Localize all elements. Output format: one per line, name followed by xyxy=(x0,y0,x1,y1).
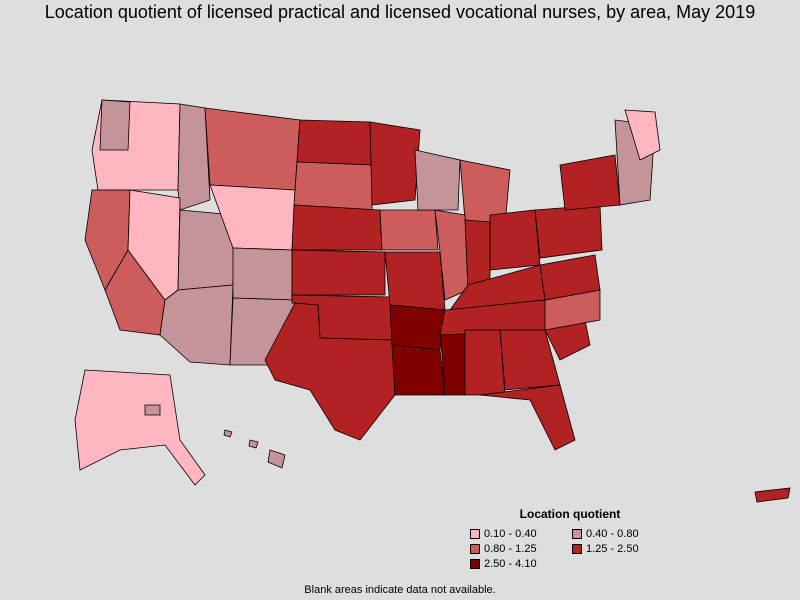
legend-item: 2.50 - 4.10 xyxy=(470,557,572,571)
region-ohio xyxy=(489,209,541,271)
region-alaska-southcentral xyxy=(144,404,161,416)
legend-item: 0.10 - 0.40 xyxy=(470,527,572,541)
region-colorado xyxy=(232,247,293,301)
region-missouri xyxy=(384,251,446,311)
region-arizona xyxy=(159,284,234,366)
region-alaska xyxy=(74,369,206,486)
legend-label: 2.50 - 4.10 xyxy=(484,558,537,570)
legend-item: 0.80 - 1.25 xyxy=(470,542,572,556)
region-kansas xyxy=(291,249,386,296)
legend-item: 1.25 - 2.50 xyxy=(572,542,672,556)
region-western-washington xyxy=(99,99,131,151)
legend-label: 0.10 - 0.40 xyxy=(484,528,537,540)
legend-title: Location quotient xyxy=(519,507,621,521)
legend-swatch xyxy=(572,529,582,539)
region-illinois xyxy=(434,209,469,301)
region-south-dakota xyxy=(293,161,373,211)
region-hawaii-oahu xyxy=(223,429,233,438)
legend-label: 0.80 - 1.25 xyxy=(484,543,537,555)
legend-swatch xyxy=(470,529,480,539)
region-louisiana xyxy=(391,344,446,396)
region-idaho xyxy=(177,103,211,211)
region-minnesota xyxy=(369,121,421,206)
region-wisconsin xyxy=(414,149,461,211)
region-arkansas xyxy=(389,304,446,351)
region-nebraska xyxy=(291,204,383,251)
region-iowa xyxy=(379,209,439,251)
region-new-york xyxy=(559,154,621,211)
legend-swatch xyxy=(572,544,582,554)
region-virginia xyxy=(539,254,601,301)
region-montana xyxy=(204,107,301,191)
legend-item: 0.40 - 0.80 xyxy=(572,527,672,541)
region-hawaii-maui xyxy=(248,439,259,449)
legend-label: 1.25 - 2.50 xyxy=(586,543,639,555)
region-hawaii-big-island xyxy=(267,449,286,469)
region-pennsylvania xyxy=(534,204,603,259)
legend: Location quotient 0.10 - 0.40 0.40 - 0.8… xyxy=(470,507,690,571)
region-texas xyxy=(264,302,396,441)
map-title: Location quotient of licensed practical … xyxy=(44,2,756,22)
region-puerto-rico xyxy=(754,487,791,503)
legend-swatch xyxy=(470,559,480,569)
region-maine xyxy=(624,109,661,161)
region-alabama xyxy=(464,329,506,396)
legend-label: 0.40 - 0.80 xyxy=(586,528,639,540)
legend-swatch xyxy=(470,544,480,554)
region-north-dakota xyxy=(296,119,373,166)
region-indiana xyxy=(464,219,491,291)
footnote: Blank areas indicate data not available. xyxy=(304,584,496,596)
region-florida xyxy=(479,384,576,451)
